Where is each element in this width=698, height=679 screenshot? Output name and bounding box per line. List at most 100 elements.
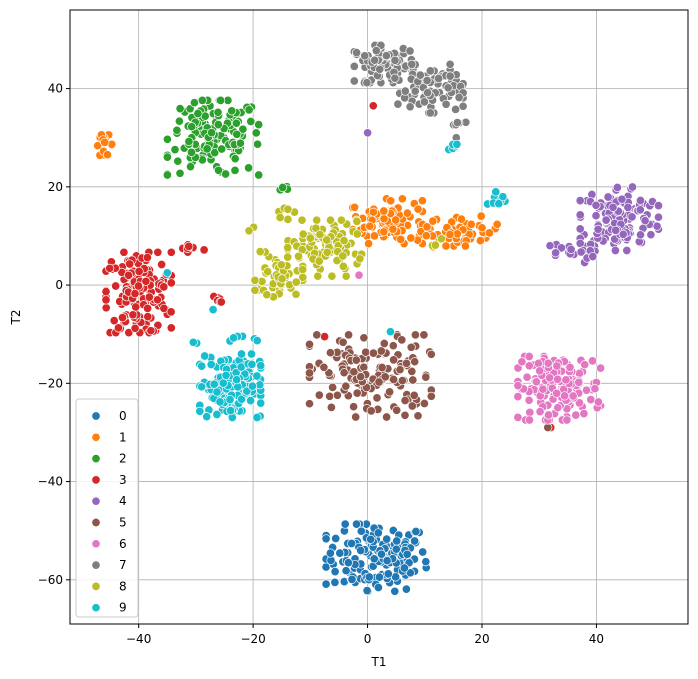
- scatter-point-9: [206, 359, 216, 370]
- scatter-point-6: [553, 403, 563, 413]
- scatter-point-9: [256, 361, 266, 371]
- scatter-point-7: [422, 75, 432, 86]
- legend-marker: [91, 411, 101, 421]
- legend-label: 3: [119, 473, 127, 487]
- scatter-point-8: [250, 285, 260, 295]
- scatter-point-9: [247, 381, 257, 391]
- scatter-point-5: [359, 333, 369, 343]
- scatter-point-9: [212, 409, 222, 420]
- scatter-point-5: [426, 391, 436, 401]
- scatter-point-5: [332, 390, 342, 400]
- scatter-point-4: [653, 212, 664, 222]
- scatter-point-1: [386, 196, 396, 206]
- scatter-point-3: [130, 289, 140, 299]
- scatter-point-4: [640, 216, 650, 226]
- scatter-point-1: [402, 208, 412, 218]
- scatter-point-8: [262, 290, 272, 300]
- scatter-point-0: [341, 566, 351, 576]
- scatter-point-9: [209, 379, 219, 389]
- scatter-point-1: [460, 241, 470, 251]
- scatter-point-2: [189, 98, 199, 108]
- scatter-point-2: [173, 156, 183, 166]
- scatter-point-2: [278, 182, 288, 193]
- scatter-point-6: [553, 374, 563, 384]
- x-tick-label: 40: [589, 632, 604, 646]
- scatter-point-3: [368, 101, 378, 111]
- scatter-point-1: [388, 224, 398, 234]
- legend-label: 7: [119, 558, 127, 572]
- scatter-point-9: [256, 398, 266, 408]
- scatter-point-6: [517, 357, 527, 367]
- legend: 0 1 2 3 4 5 6 7 8 9: [75, 398, 139, 618]
- scatter-point-7: [360, 51, 370, 61]
- scatter-point-9: [385, 327, 395, 337]
- scatter-point-5: [388, 341, 398, 351]
- scatter-point-8: [341, 271, 351, 281]
- scatter-point-4: [545, 241, 555, 251]
- scatter-point-5: [338, 337, 348, 347]
- scatter-point-6: [565, 362, 575, 372]
- scatter-point-9: [221, 370, 231, 380]
- scatter-point-5: [304, 399, 315, 409]
- scatter-point-6: [560, 391, 570, 401]
- scatter-point-3: [143, 312, 153, 322]
- scatter-point-0: [351, 519, 362, 529]
- y-tick-label: −60: [38, 573, 63, 587]
- scatter-point-0: [411, 526, 421, 537]
- scatter-point-1: [421, 231, 431, 241]
- scatter-point-3: [117, 313, 128, 323]
- scatter-point-5: [426, 349, 436, 359]
- scatter-point-0: [410, 536, 420, 546]
- scatter-point-5: [319, 362, 329, 372]
- scatter-point-3: [157, 259, 167, 270]
- legend-marker: [91, 603, 101, 613]
- scatter-point-8: [298, 229, 308, 239]
- scatter-point-5: [376, 346, 386, 356]
- scatter-point-5: [392, 405, 402, 415]
- scatter-point-6: [590, 384, 600, 394]
- scatter-point-0: [392, 536, 402, 546]
- scatter-point-5: [352, 388, 362, 398]
- scatter-point-3: [143, 303, 153, 313]
- scatter-point-4: [610, 245, 620, 256]
- scatter-point-3: [101, 303, 111, 313]
- scatter-point-0: [382, 534, 392, 544]
- scatter-point-3: [142, 252, 152, 263]
- scatter-point-2: [162, 152, 172, 162]
- scatter-point-4: [566, 244, 576, 254]
- scatter-point-6: [524, 415, 535, 425]
- scatter-point-0: [347, 574, 357, 584]
- scatter-point-5: [374, 377, 384, 387]
- scatter-point-3: [124, 270, 134, 280]
- scatter-point-3: [216, 297, 226, 307]
- scatter-point-8: [338, 261, 348, 271]
- scatter-point-1: [413, 204, 423, 214]
- scatter-point-3: [109, 316, 119, 326]
- scatter-point-7: [443, 83, 453, 93]
- scatter-point-9: [200, 351, 210, 361]
- scatter-point-5: [397, 335, 407, 345]
- scatter-point-3: [101, 295, 111, 305]
- scatter-point-9: [246, 349, 257, 359]
- scatter-point-4: [617, 194, 627, 204]
- scatter-point-7: [349, 61, 359, 71]
- scatter-point-5: [419, 398, 429, 409]
- scatter-point-5: [380, 372, 390, 382]
- scatter-point-7: [458, 101, 468, 111]
- scatter-point-9: [242, 386, 252, 396]
- scatter-point-3: [144, 292, 154, 302]
- scatter-point-4: [653, 201, 664, 211]
- scatter-point-7: [352, 48, 362, 58]
- scatter-point-5: [351, 355, 361, 365]
- scatter-point-3: [134, 266, 144, 276]
- scatter-point-7: [370, 55, 380, 65]
- scatter-point-8: [305, 233, 315, 243]
- scatter-point-0: [421, 557, 431, 567]
- scatter-point-5: [341, 381, 351, 391]
- legend-marker: [91, 432, 101, 442]
- scatter-point-0: [343, 558, 353, 568]
- scatter-point-6: [552, 361, 562, 371]
- legend-marker: [91, 496, 101, 506]
- scatter-point-8: [336, 215, 346, 225]
- scatter-point-3: [199, 245, 209, 255]
